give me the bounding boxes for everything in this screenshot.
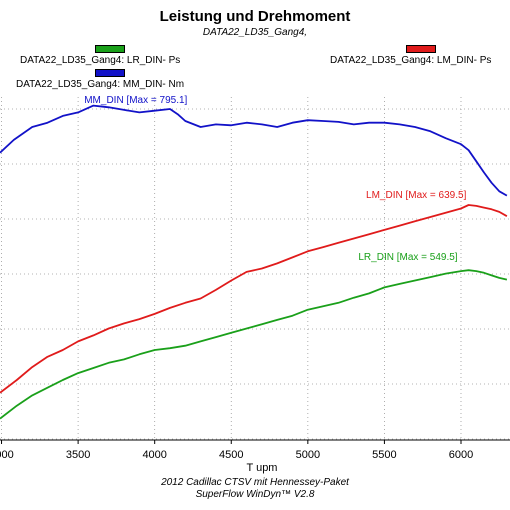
legend-swatch-lr-din: [95, 45, 125, 53]
x-tick-label: 5500: [372, 449, 396, 461]
x-tick-label: 4500: [219, 449, 243, 461]
chart-title: Leistung und Drehmoment: [159, 8, 351, 25]
x-tick-label: 3000: [0, 449, 14, 461]
footer-software: SuperFlow WinDyn™ V2.8: [195, 489, 315, 500]
x-tick-label: 6000: [449, 449, 473, 461]
x-tick-label: 5000: [296, 449, 320, 461]
series-line-lm-din: [0, 204, 508, 394]
footer-caption: 2012 Cadillac CTSV mit Hennessey-Paket: [161, 477, 349, 488]
x-axis-label: T upm: [247, 462, 278, 474]
legend-swatch-lm-din: [406, 45, 436, 53]
legend-label-lr-din: DATA22_LD35_Gang4: LR_DIN- Ps: [20, 55, 181, 66]
legend-label-lm-din: DATA22_LD35_Gang4: LM_DIN- Ps: [330, 55, 492, 66]
series-annotation-lm-din: LM_DIN [Max = 639.5]: [366, 190, 467, 201]
series-line-mm-din: [0, 104, 508, 197]
series-annotation-mm-din: MM_DIN [Max = 795.1]: [84, 95, 187, 106]
series-annotation-lr-din: LR_DIN [Max = 549.5]: [358, 252, 457, 263]
legend-label-mm-din: DATA22_LD35_Gang4: MM_DIN- Nm: [16, 79, 185, 90]
x-tick-label: 3500: [66, 449, 90, 461]
series-line-lr-din: [0, 269, 508, 420]
x-tick-label: 4000: [142, 449, 166, 461]
chart-subtitle: DATA22_LD35_Gang4,: [202, 27, 308, 38]
legend-swatch-mm-din: [95, 69, 125, 77]
